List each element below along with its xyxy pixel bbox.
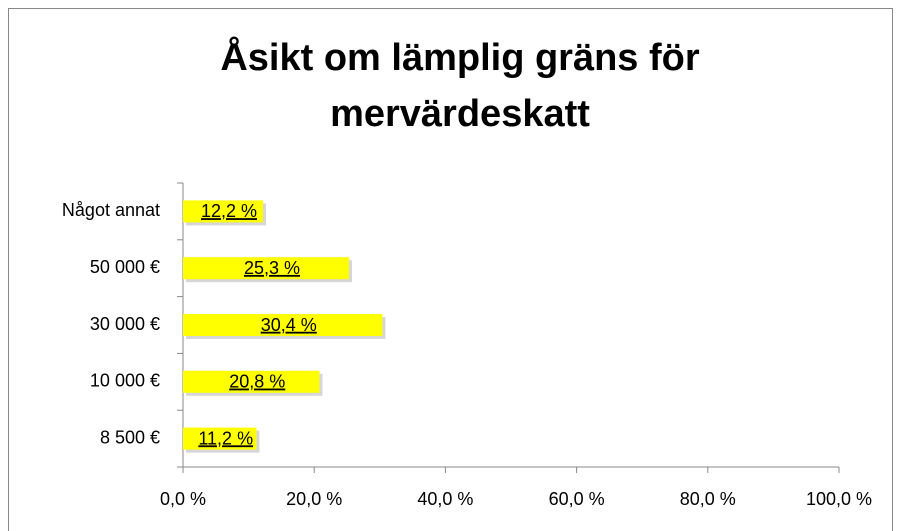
x-tick-label: 0,0 %	[160, 489, 206, 509]
y-tick-label: 10 000 €	[90, 371, 160, 391]
bar	[183, 314, 383, 336]
value-label: 12,2 %	[201, 201, 257, 221]
value-label: 30,4 %	[261, 315, 317, 335]
value-label: 25,3 %	[244, 258, 300, 278]
y-tick-label: 30 000 €	[90, 314, 160, 334]
value-label: 20,8 %	[229, 372, 285, 392]
x-tick-label: 100,0 %	[806, 489, 872, 509]
bar	[183, 370, 320, 393]
value-label: 11,2 %	[198, 428, 253, 448]
y-tick-label: 50 000 €	[90, 257, 160, 277]
bar	[183, 200, 264, 223]
y-tick-label: 8 500 €	[100, 427, 160, 447]
x-tick-label: 80,0 %	[680, 489, 736, 509]
x-tick-label: 60,0 %	[549, 489, 605, 509]
y-tick-label: Något annat	[62, 200, 160, 220]
x-tick-label: 20,0 %	[286, 489, 342, 509]
chart-border	[8, 8, 893, 531]
bar	[183, 427, 257, 450]
x-tick-label: 40,0 %	[417, 489, 473, 509]
chart-title: Åsikt om lämplig gräns för mervärdeskatt	[220, 37, 700, 135]
bar	[183, 257, 349, 280]
